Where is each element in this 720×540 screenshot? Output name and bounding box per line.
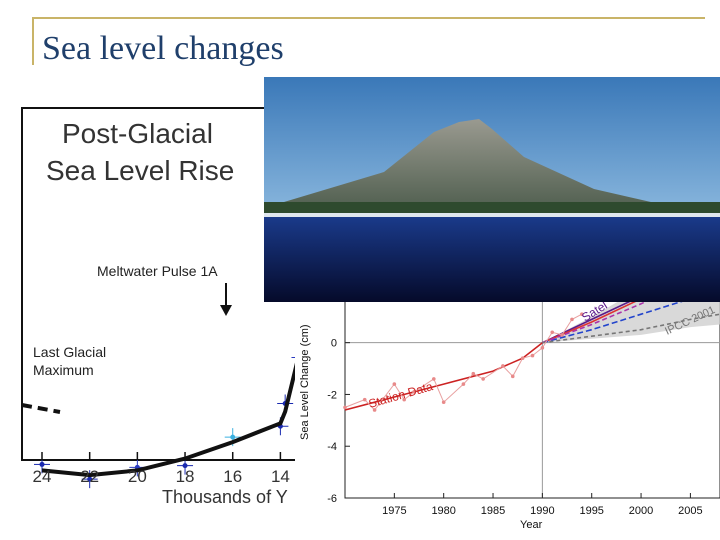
x-tick-label: 1990 xyxy=(530,505,554,517)
photo-beach xyxy=(264,213,720,217)
station-point xyxy=(510,374,515,379)
slide-title: Sea level changes xyxy=(42,30,284,67)
lgm-dashed-segment xyxy=(21,403,61,414)
slide-frame-top xyxy=(32,17,705,19)
right-chart-gridlines xyxy=(345,265,720,498)
x-tick-label: 16 xyxy=(223,467,242,486)
station-point xyxy=(372,408,377,412)
y-tick-label: -4 xyxy=(327,441,337,453)
right-chart-ticks: 197519801985199019952000200520-2-4-6 xyxy=(327,286,702,517)
y-tick-label: -6 xyxy=(327,493,337,505)
station-point xyxy=(540,346,545,350)
x-tick-label: 1985 xyxy=(481,505,505,517)
station-raw-line xyxy=(344,313,583,411)
x-tick-label: 2005 xyxy=(678,505,702,517)
station-point xyxy=(392,382,397,386)
slide-frame-left xyxy=(32,17,34,65)
station-point xyxy=(362,397,367,402)
lgm-label-line1: Last Glacial xyxy=(33,344,106,360)
left-chart-xlabel: Thousands of Y xyxy=(162,487,288,507)
left-chart-title-line1: Post-Glacial xyxy=(62,118,213,149)
coastal-mountain-photo xyxy=(264,77,720,302)
left-chart-frame xyxy=(21,107,320,461)
x-tick-label: 14 xyxy=(271,467,290,486)
station-point xyxy=(471,371,476,376)
station-point xyxy=(412,390,416,394)
x-tick-label: 24 xyxy=(33,467,52,486)
series-line xyxy=(542,313,720,344)
x-tick-label: 22 xyxy=(80,467,99,486)
lgm-label-line2: Maximum xyxy=(33,362,94,378)
right-chart-ylabel: Sea Level Change (cm) xyxy=(299,324,311,440)
station-point xyxy=(570,317,574,322)
data-point xyxy=(182,463,188,469)
x-tick-label: 2000 xyxy=(629,505,653,517)
x-tick-label: 18 xyxy=(176,467,195,486)
station-point xyxy=(481,377,485,381)
meltwater-arrow-head xyxy=(220,305,232,316)
station-point xyxy=(441,400,446,405)
y-tick-label: 0 xyxy=(331,338,337,350)
right-chart-xlabel: Year xyxy=(520,519,543,531)
x-tick-label: 20 xyxy=(128,467,147,486)
station-point xyxy=(402,397,407,402)
station-point xyxy=(432,377,436,381)
station-point xyxy=(343,405,347,410)
sea-level-change-chart: 197519801985199019952000200520-2-4-6 Sta… xyxy=(295,260,720,540)
left-chart-title-line2: Sea Level Rise xyxy=(46,155,234,186)
series-line xyxy=(344,342,543,411)
station-point xyxy=(501,364,505,368)
station-point xyxy=(520,356,525,360)
station-point xyxy=(550,330,555,335)
photo-mountain xyxy=(264,119,720,217)
meltwater-pulse-label: Meltwater Pulse 1A xyxy=(97,263,218,279)
station-point xyxy=(560,333,564,337)
station-point xyxy=(530,353,535,358)
data-point xyxy=(87,476,93,482)
data-point xyxy=(230,434,236,440)
data-point xyxy=(39,461,45,467)
x-tick-label: 1995 xyxy=(579,505,603,517)
station-data-points xyxy=(343,312,584,412)
x-tick-label: 1975 xyxy=(382,505,406,517)
station-point xyxy=(580,312,584,316)
y-tick-label: -2 xyxy=(327,389,337,401)
x-tick-label: 1980 xyxy=(431,505,455,517)
photo-sea xyxy=(264,217,720,302)
station-point xyxy=(461,382,466,386)
